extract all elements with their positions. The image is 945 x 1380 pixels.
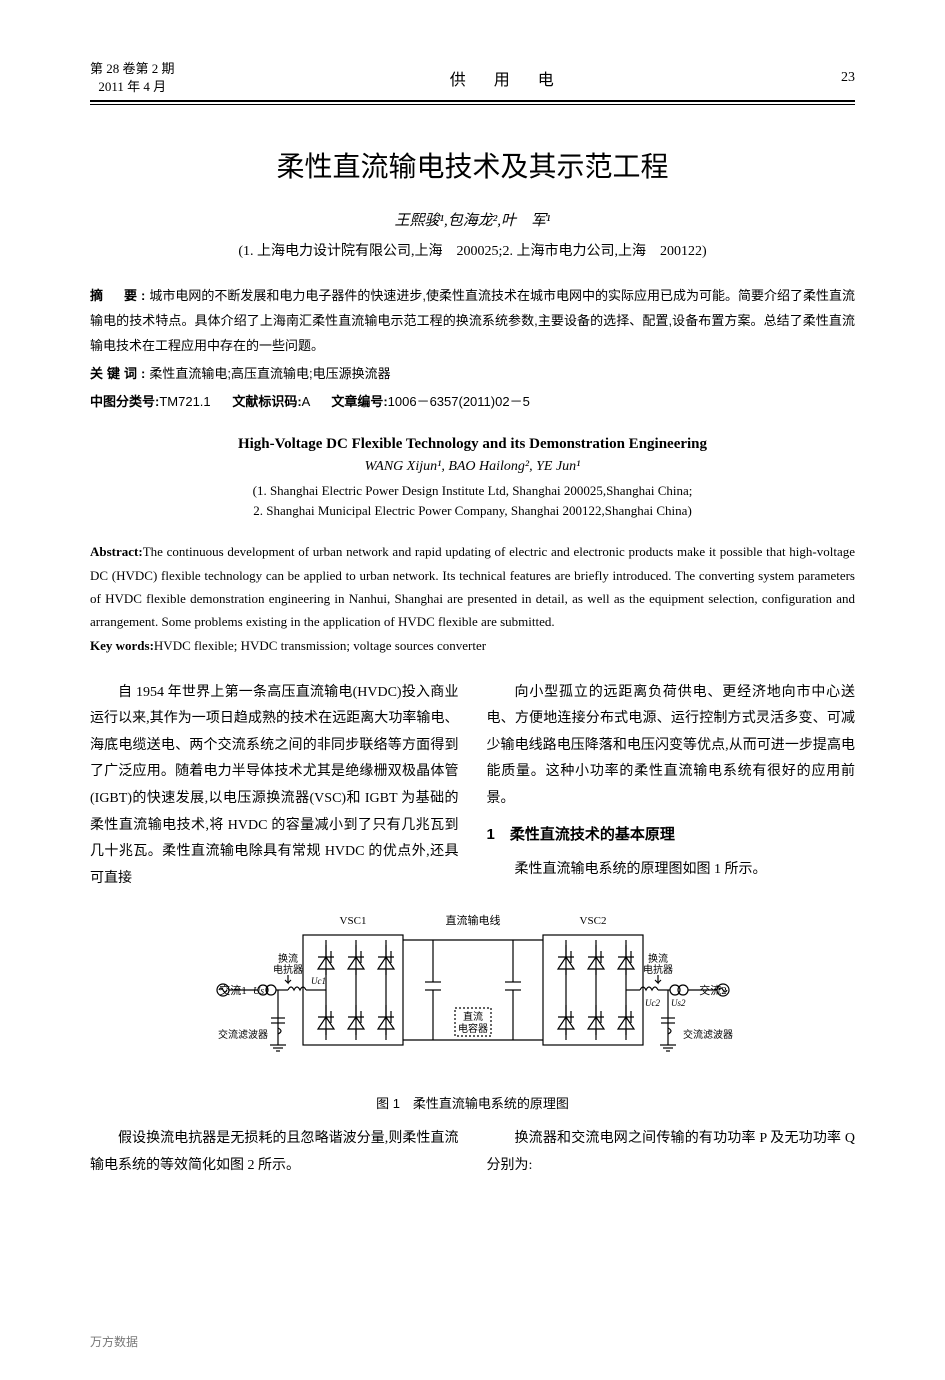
keywords-en: Key words:HVDC flexible; HVDC transmissi… xyxy=(90,638,855,654)
fig-label-reactor-r-2: 电抗器 xyxy=(643,963,673,976)
body-right-p2: 柔性直流输电系统的原理图如图 1 所示。 xyxy=(487,857,856,884)
affiliations-en: (1. Shanghai Electric Power Design Insti… xyxy=(90,481,855,520)
affil-en-2: 2. Shanghai Municipal Electric Power Com… xyxy=(90,501,855,521)
abstract-en-text: The continuous development of urban netw… xyxy=(90,544,855,629)
body-col-right: 向小型孤立的远距离负荷供电、更经济地向市中心送电、方便地连接分布式电源、运行控制… xyxy=(487,680,856,893)
below-col-left: 假设换流电抗器是无损耗的且忽略谐波分量,则柔性直流输电系统的等效简化如图 2 所… xyxy=(90,1126,459,1179)
article-title-cn: 柔性直流输电技术及其示范工程 xyxy=(90,145,855,185)
body-columns: 自 1954 年世界上第一条高压直流输电(HVDC)投入商业运行以来,其作为一项… xyxy=(90,680,855,893)
abstract-cn: 摘 要:城市电网的不断发展和电力电子器件的快速进步,使柔性直流技术在城市电网中的… xyxy=(90,284,855,358)
below-right-p: 换流器和交流电网之间传输的有功功率 P 及无功功率 Q 分别为: xyxy=(487,1126,856,1179)
figure-1-diagram: VSC1 直流输电线 VSC2 xyxy=(203,910,743,1080)
article-title-en: High-Voltage DC Flexible Technology and … xyxy=(90,436,855,453)
page-number: 23 xyxy=(841,70,855,86)
body-left-p1: 自 1954 年世界上第一条高压直流输电(HVDC)投入商业运行以来,其作为一项… xyxy=(90,680,459,893)
page-header: 第 28 卷第 2 期 2011 年 4 月 供 用 电 23 xyxy=(90,60,855,102)
fig-label-reactor-r-1: 换流 xyxy=(648,952,668,965)
body-right-p1: 向小型孤立的远距离负荷供电、更经济地向市中心送电、方便地连接分布式电源、运行控制… xyxy=(487,680,856,813)
keywords-en-label: Key words: xyxy=(90,638,154,653)
clc-label: 中图分类号: xyxy=(90,394,159,409)
fig-label-vsc1: VSC1 xyxy=(339,915,366,927)
fig-label-us2: Us2 xyxy=(671,998,686,1008)
clc-value: TM721.1 xyxy=(159,394,210,409)
article-id-value: 1006－6357(2011)02－5 xyxy=(388,394,530,409)
date-line: 2011 年 4 月 xyxy=(90,78,175,96)
header-rule xyxy=(90,104,855,105)
header-issue: 第 28 卷第 2 期 2011 年 4 月 xyxy=(90,60,175,96)
keywords-cn: 关键词:柔性直流输电;高压直流输电;电压源换流器 xyxy=(90,362,855,387)
fig-dc-cap-left xyxy=(425,940,441,1040)
abstract-cn-label: 摘 要: xyxy=(90,288,149,303)
keywords-cn-label: 关键词: xyxy=(90,366,149,381)
fig-label-filter-l: 交流滤波器 xyxy=(218,1028,268,1041)
abstract-cn-text: 城市电网的不断发展和电力电子器件的快速进步,使柔性直流技术在城市电网中的实际应用… xyxy=(90,288,855,352)
body-below-figure: 假设换流电抗器是无损耗的且忽略谐波分量,则柔性直流输电系统的等效简化如图 2 所… xyxy=(90,1126,855,1179)
fig-label-filter-r: 交流滤波器 xyxy=(683,1028,733,1041)
body-col-left: 自 1954 年世界上第一条高压直流输电(HVDC)投入商业运行以来,其作为一项… xyxy=(90,680,459,893)
fig-label-vsc2: VSC2 xyxy=(579,915,606,927)
classification-row: 中图分类号:TM721.1 文献标识码:A 文章编号:1006－6357(201… xyxy=(90,391,855,410)
authors-en: WANG Xijun¹, BAO Hailong², YE Jun¹ xyxy=(90,459,855,475)
figure-1-caption: 图 1 柔性直流输电系统的原理图 xyxy=(90,1093,855,1112)
doc-code-value: A xyxy=(302,394,310,409)
fig-igbt-vsc1 xyxy=(318,940,394,1040)
below-col-right: 换流器和交流电网之间传输的有功功率 P 及无功功率 Q 分别为: xyxy=(487,1126,856,1179)
footer-watermark: 万方数据 xyxy=(90,1333,138,1350)
volume-line: 第 28 卷第 2 期 xyxy=(90,60,175,78)
affil-en-1: (1. Shanghai Electric Power Design Insti… xyxy=(90,481,855,501)
article-id-label: 文章编号: xyxy=(331,394,387,409)
fig-igbt-vsc2 xyxy=(558,940,634,1040)
fig-dc-cap-right xyxy=(505,940,521,1040)
below-left-p: 假设换流电抗器是无损耗的且忽略谐波分量,则柔性直流输电系统的等效简化如图 2 所… xyxy=(90,1126,459,1179)
doc-code-label: 文献标识码: xyxy=(232,394,301,409)
section-1-heading: 1 柔性直流技术的基本原理 xyxy=(487,821,856,850)
fig-label-uc1: Uc1 xyxy=(311,976,326,986)
fig-label-reactor-l-2: 电抗器 xyxy=(273,963,303,976)
fig-label-reactor-l-1: 换流 xyxy=(278,952,298,965)
abstract-en: Abstract:The continuous development of u… xyxy=(90,540,855,634)
authors-cn: 王熙骏¹,包海龙²,叶 军¹ xyxy=(90,209,855,230)
affiliations-cn: (1. 上海电力设计院有限公司,上海 200025;2. 上海市电力公司,上海 … xyxy=(90,240,855,260)
keywords-en-text: HVDC flexible; HVDC transmission; voltag… xyxy=(154,638,486,653)
fig-label-dcline: 直流输电线 xyxy=(445,913,500,927)
fig-label-uc2: Uc2 xyxy=(645,998,660,1008)
figure-1: VSC1 直流输电线 VSC2 xyxy=(90,910,855,1112)
fig-label-dccap-2: 电容器 xyxy=(458,1022,488,1035)
journal-name: 供 用 电 xyxy=(450,66,566,90)
fig-label-dccap-1: 直流 xyxy=(463,1010,483,1023)
abstract-en-label: Abstract: xyxy=(90,544,143,559)
keywords-cn-text: 柔性直流输电;高压直流输电;电压源换流器 xyxy=(149,366,390,381)
